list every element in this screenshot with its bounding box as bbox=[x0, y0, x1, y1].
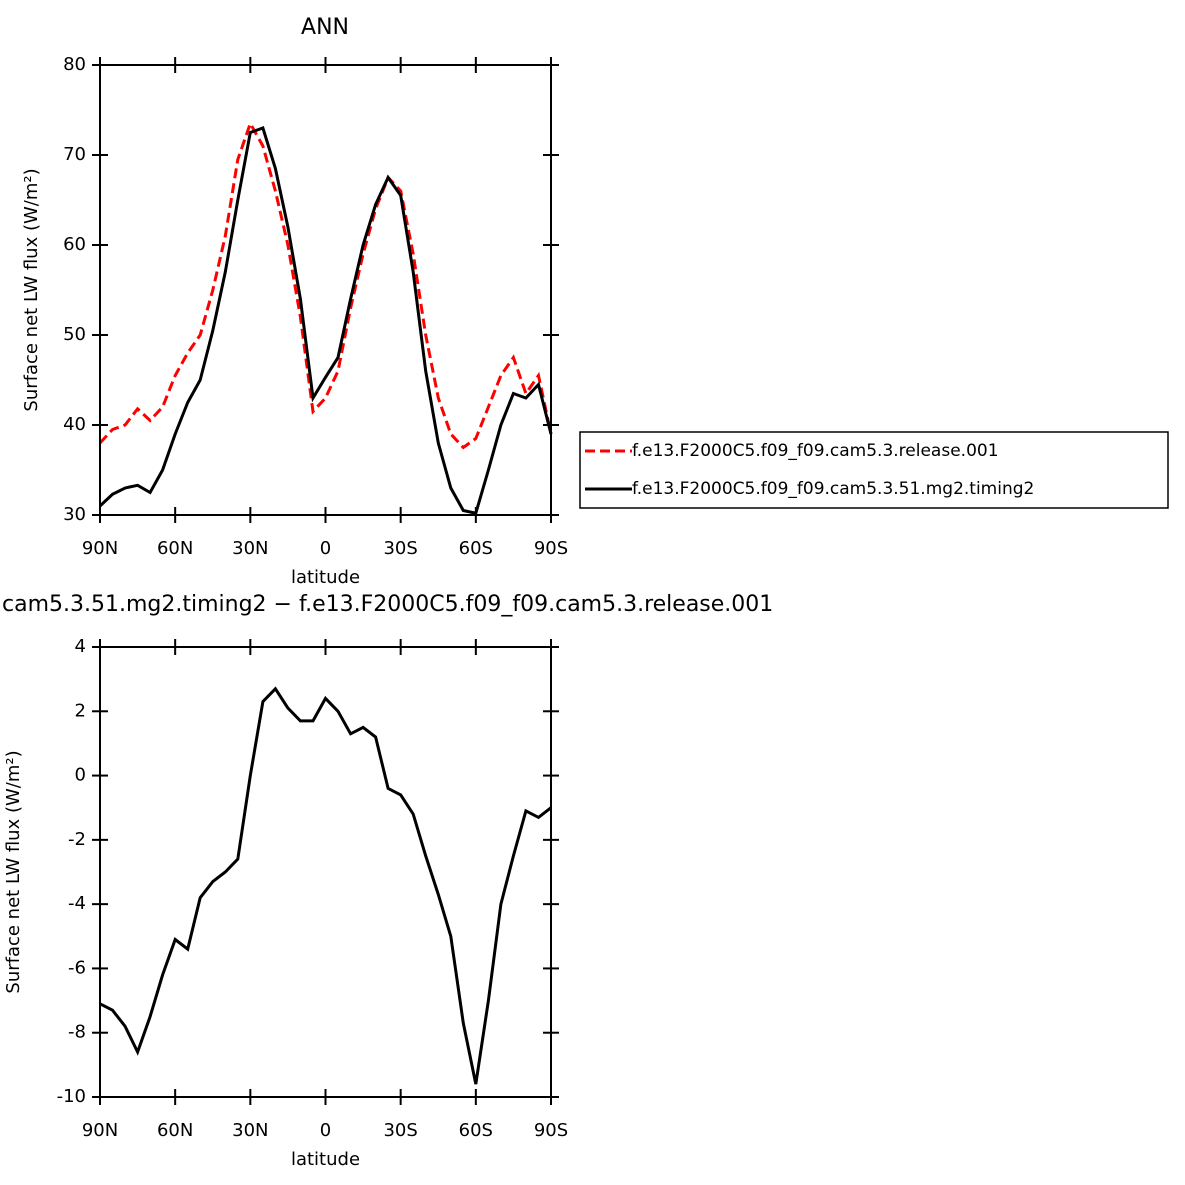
x-tick-label: 30S bbox=[383, 1120, 417, 1141]
x-tick-label: 30N bbox=[232, 538, 268, 559]
x-axis-label: latitude bbox=[291, 567, 360, 588]
plot-frame bbox=[99, 64, 552, 516]
y-tick-label: -10 bbox=[57, 1086, 86, 1107]
x-tick-label: 90N bbox=[82, 538, 118, 559]
series-line bbox=[99, 686, 552, 1085]
plot-frame bbox=[99, 646, 552, 1098]
y-axis-label: Surface net LW flux (W/m²) bbox=[3, 750, 24, 993]
y-tick-label: 30 bbox=[63, 504, 86, 525]
series-line bbox=[98, 119, 553, 450]
y-tick-label: 80 bbox=[63, 54, 86, 75]
chart-title: ANN bbox=[301, 15, 349, 40]
y-tick-label: 60 bbox=[63, 234, 86, 255]
y-tick-label: -4 bbox=[68, 893, 86, 914]
x-tick-label: 60N bbox=[157, 1120, 193, 1141]
y-tick-label: 70 bbox=[63, 144, 86, 165]
y-tick-label: 50 bbox=[63, 324, 86, 345]
y-tick-label: 40 bbox=[63, 414, 86, 435]
chart-title: cam5.3.51.mg2.timing2 − f.e13.F2000C5.f0… bbox=[2, 592, 773, 617]
y-tick-label: -2 bbox=[68, 829, 86, 850]
y-tick-label: 2 bbox=[75, 700, 86, 721]
y-tick-label: 4 bbox=[75, 636, 86, 657]
legend-label: f.e13.F2000C5.f09_f09.cam5.3.51.mg2.timi… bbox=[632, 479, 1034, 499]
x-tick-label: 90S bbox=[534, 538, 568, 559]
x-tick-label: 30S bbox=[383, 538, 417, 559]
x-tick-label: 90N bbox=[82, 1120, 118, 1141]
y-tick-label: -8 bbox=[68, 1022, 86, 1043]
x-tick-label: 30N bbox=[232, 1120, 268, 1141]
legend-label: f.e13.F2000C5.f09_f09.cam5.3.release.001 bbox=[632, 441, 999, 461]
x-tick-label: 60S bbox=[459, 1120, 493, 1141]
y-axis-label: Surface net LW flux (W/m²) bbox=[21, 168, 42, 411]
x-tick-label: 0 bbox=[320, 538, 331, 559]
legend-box bbox=[579, 431, 1169, 509]
x-tick-label: 60S bbox=[459, 538, 493, 559]
y-tick-label: 0 bbox=[75, 765, 86, 786]
y-tick-label: -6 bbox=[68, 957, 86, 978]
x-tick-label: 90S bbox=[534, 1120, 568, 1141]
x-tick-label: 60N bbox=[157, 538, 193, 559]
x-axis-label: latitude bbox=[291, 1149, 360, 1170]
x-tick-label: 0 bbox=[320, 1120, 331, 1141]
series-line bbox=[98, 126, 553, 515]
